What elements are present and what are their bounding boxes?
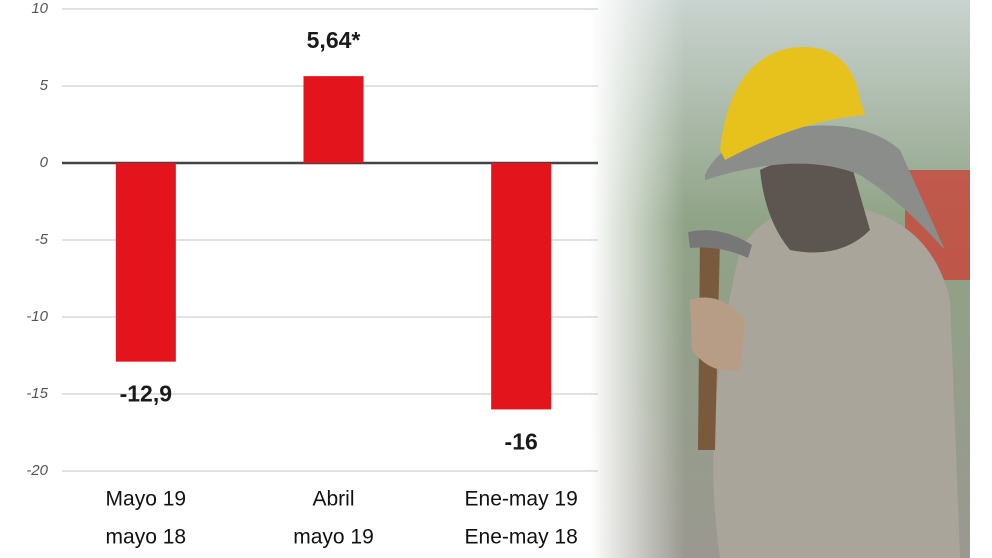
bar bbox=[303, 76, 364, 163]
y-tick-label: -20 bbox=[26, 462, 48, 479]
y-tick-label: 0 bbox=[40, 154, 49, 171]
x-tick-label: Ene-may 19 bbox=[465, 488, 578, 511]
x-tick-label: Ene-may 18 bbox=[465, 526, 578, 549]
x-tick-label: mayo 19 bbox=[293, 526, 374, 549]
bar bbox=[115, 163, 176, 362]
photo bbox=[590, 0, 970, 558]
y-tick-label: 10 bbox=[31, 0, 48, 17]
y-tick-label: -5 bbox=[35, 231, 49, 248]
x-tick-label: mayo 18 bbox=[106, 526, 187, 549]
bar bbox=[491, 163, 552, 410]
y-tick-label: -15 bbox=[26, 385, 48, 402]
y-tick-label: 5 bbox=[40, 77, 49, 94]
value-label: 5,64* bbox=[307, 27, 361, 53]
x-tick-label: Abril bbox=[312, 488, 354, 511]
value-label: -16 bbox=[505, 428, 538, 454]
value-label: -12,9 bbox=[120, 381, 172, 407]
x-tick-label: Mayo 19 bbox=[106, 488, 187, 511]
y-tick-label: -10 bbox=[26, 308, 48, 325]
